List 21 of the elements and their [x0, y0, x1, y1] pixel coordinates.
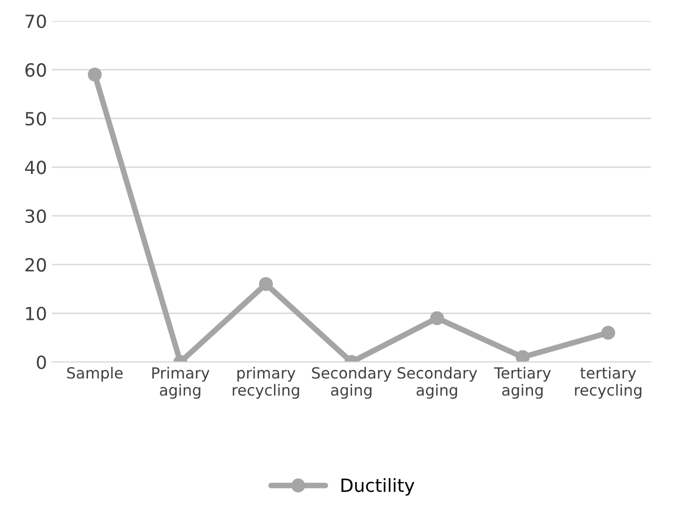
y-tick-label: 30	[26, 209, 46, 223]
y-tick-label: 50	[26, 112, 46, 126]
point	[88, 68, 102, 82]
x-tick-label: Tertiary aging	[494, 366, 551, 399]
y-tick-label: 40	[25, 160, 46, 174]
y-tick-label: 10	[26, 306, 46, 320]
x-tick-label: Secondary aging	[312, 366, 392, 399]
point	[601, 326, 616, 340]
y-tick-label: 60	[25, 63, 46, 77]
x-tick-label: primary recycling	[232, 366, 300, 399]
point	[516, 350, 530, 362]
y-tick-label: 20	[25, 258, 46, 272]
point	[430, 311, 444, 326]
y-tick-label: 0	[36, 355, 46, 370]
x-tick-label: Primary aging	[152, 366, 210, 399]
y-tick-label: 70	[26, 14, 46, 28]
x-tick-label: tertiary recycling	[575, 366, 642, 399]
x-tick-label: Secondary aging	[398, 366, 478, 399]
point	[258, 277, 273, 291]
x-tick-label: Sample	[67, 366, 123, 382]
legend-label: Ductility	[341, 478, 414, 496]
